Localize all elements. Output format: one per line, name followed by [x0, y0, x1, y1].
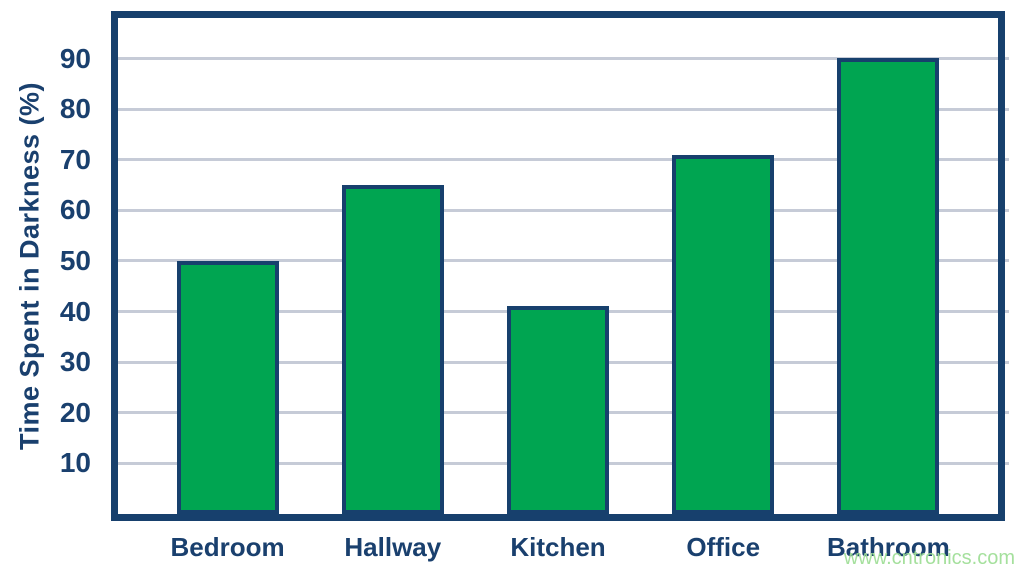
- y-tick-label-60: 60: [59, 194, 91, 226]
- bar-office: [672, 155, 775, 514]
- y-tick-mark-30: [1005, 360, 1009, 364]
- bar-band-bathroom: [806, 18, 971, 514]
- x-axis-label-hallway: Hallway: [344, 532, 442, 562]
- y-tick-label-40: 40: [59, 295, 91, 327]
- y-tick-mark-90: [1005, 57, 1009, 60]
- y-tick-label-70: 70: [59, 143, 91, 175]
- y-tick-label-50: 50: [59, 244, 91, 276]
- y-tick-mark-40: [1005, 310, 1009, 314]
- y-tick-mark-70: [1005, 158, 1009, 162]
- bar-kitchen: [507, 306, 609, 514]
- y-tick-label-20: 20: [59, 396, 91, 428]
- bar-band-bedroom: [145, 18, 310, 514]
- bar-hallway: [341, 185, 444, 514]
- x-axis-label-bathroom: Bathroom: [827, 532, 950, 562]
- gridline-90: [118, 57, 998, 60]
- bars-row: [145, 18, 971, 514]
- plot-area: [111, 11, 1009, 521]
- watermark: www.cntronics.com: [843, 547, 1015, 569]
- gridline-70: [118, 158, 998, 162]
- bar-band-hallway: [310, 18, 475, 514]
- y-tick-label-10: 10: [59, 447, 91, 479]
- y-tick-mark-10: [1005, 461, 1009, 465]
- y-tick-label-30: 30: [59, 346, 91, 378]
- y-tick-mark-60: [1005, 208, 1009, 212]
- x-axis-label-kitchen: Kitchen: [510, 532, 606, 562]
- y-tick-mark-20: [1005, 411, 1009, 415]
- x-axis-label-office: Office: [686, 532, 761, 562]
- bar-bedroom: [176, 261, 279, 514]
- bar-band-kitchen: [475, 18, 640, 514]
- y-tick-label-90: 90: [59, 42, 91, 74]
- y-tick-label-80: 80: [59, 93, 91, 125]
- gridline-60: [118, 208, 998, 212]
- x-axis-labels: Bedroom Hallway Kitchen Office Bathroom: [145, 532, 971, 562]
- gridline-80: [118, 107, 998, 111]
- bar-band-office: [641, 18, 806, 514]
- x-axis-label-bedroom: Bedroom: [170, 532, 285, 562]
- y-axis-tick-labels: 10 20 30 40 50 60 70 80 90: [0, 18, 91, 514]
- bar-bathroom: [837, 58, 940, 514]
- gridline-50: [118, 259, 998, 263]
- y-tick-mark-50: [1005, 259, 1009, 263]
- y-tick-mark-80: [1005, 107, 1009, 111]
